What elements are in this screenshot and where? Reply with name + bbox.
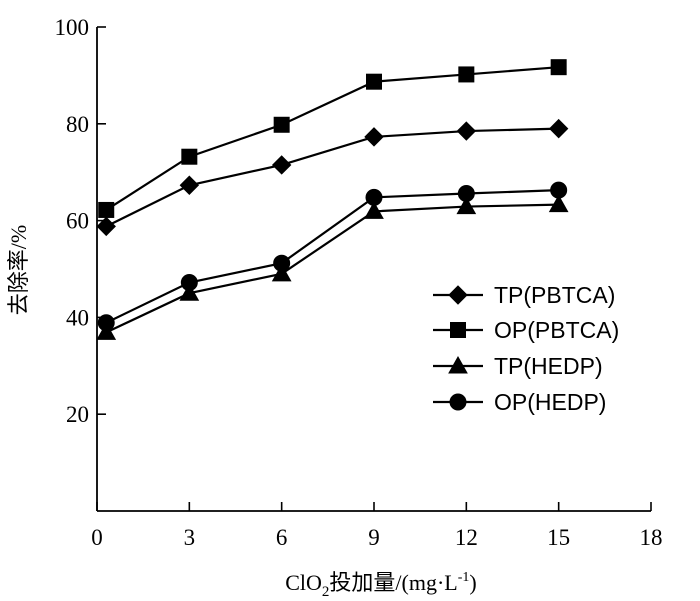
- series-line: [105, 203, 559, 334]
- x-tick-label: 6: [276, 525, 288, 550]
- data-point-square: [98, 201, 115, 218]
- data-point-circle: [457, 184, 475, 202]
- data-point-circle: [180, 274, 198, 292]
- x-tick-label: 9: [368, 525, 380, 550]
- y-tick-label: 80: [66, 112, 89, 137]
- legend-item: TP(PBTCA): [433, 282, 615, 308]
- x-tick-label: 15: [547, 525, 570, 550]
- series-layer: [96, 59, 569, 340]
- data-point-diamond: [364, 127, 384, 147]
- data-point-triangle: [548, 194, 569, 213]
- data-point-square: [366, 73, 382, 90]
- data-point-circle: [365, 188, 383, 206]
- data-point-triangle: [456, 196, 477, 215]
- series-diamond: [96, 118, 569, 237]
- legend-item: TP(HEDP): [433, 353, 603, 379]
- x-tick-label: 3: [184, 525, 196, 550]
- legend-label: TP(PBTCA): [494, 282, 615, 308]
- x-axis-title-subscript: 2: [322, 584, 330, 600]
- data-point-diamond: [456, 121, 477, 141]
- legend-marker-diamond: [448, 285, 468, 305]
- data-point-square: [181, 148, 198, 165]
- data-point-diamond: [179, 175, 200, 195]
- axes: [96, 27, 651, 512]
- x-axis-title-suffix: ): [469, 570, 476, 595]
- data-point-triangle: [179, 283, 200, 301]
- data-point-square: [550, 59, 567, 76]
- series-circle: [97, 181, 568, 332]
- y-tick-label: 60: [66, 209, 89, 234]
- data-point-diamond: [548, 118, 569, 139]
- legend-label: OP(HEDP): [494, 389, 606, 415]
- series-triangle: [96, 194, 569, 340]
- data-point-diamond: [271, 155, 292, 175]
- series-line: [105, 189, 559, 324]
- data-point-square: [273, 116, 290, 133]
- data-point-square: [458, 66, 475, 83]
- data-point-circle: [273, 254, 291, 272]
- data-point-triangle: [96, 322, 117, 340]
- x-tick-label: 18: [640, 525, 663, 550]
- data-point-triangle: [364, 201, 384, 219]
- series-square: [98, 59, 567, 218]
- ticks: 20 40 60 80 100 0 3 6 9 12 15 18: [55, 15, 663, 550]
- legend-marker-circle: [449, 393, 467, 411]
- legend-marker-triangle: [448, 355, 468, 374]
- data-point-circle: [550, 181, 568, 199]
- x-axis-title-prefix: ClO: [285, 570, 322, 595]
- x-tick-label: 12: [455, 525, 478, 550]
- legend-item: OP(PBTCA): [433, 317, 619, 343]
- data-point-diamond: [96, 216, 116, 237]
- legend-label: TP(HEDP): [494, 353, 603, 379]
- x-axis-title: ClO2投加量/(mg·L-1): [285, 570, 477, 600]
- series-line: [105, 127, 559, 228]
- legend-item: OP(HEDP): [433, 389, 606, 415]
- y-tick-label: 100: [55, 15, 90, 40]
- x-axis-title-superscript: -1: [458, 570, 470, 585]
- legend: TP(PBTCA) OP(PBTCA) TP(HEDP) OP(HEDP): [433, 282, 619, 415]
- y-tick-label: 20: [66, 402, 89, 427]
- data-point-circle: [97, 314, 115, 332]
- y-tick-label: 40: [66, 305, 89, 330]
- y-axis-title: 去除率/%: [6, 225, 31, 315]
- series-line: [105, 66, 559, 211]
- data-point-triangle: [271, 263, 292, 282]
- x-tick-label: 0: [91, 525, 103, 550]
- legend-label: OP(PBTCA): [494, 317, 619, 343]
- x-axis-title-text: 投加量/(mg·L: [329, 570, 457, 595]
- legend-marker-square: [450, 322, 466, 338]
